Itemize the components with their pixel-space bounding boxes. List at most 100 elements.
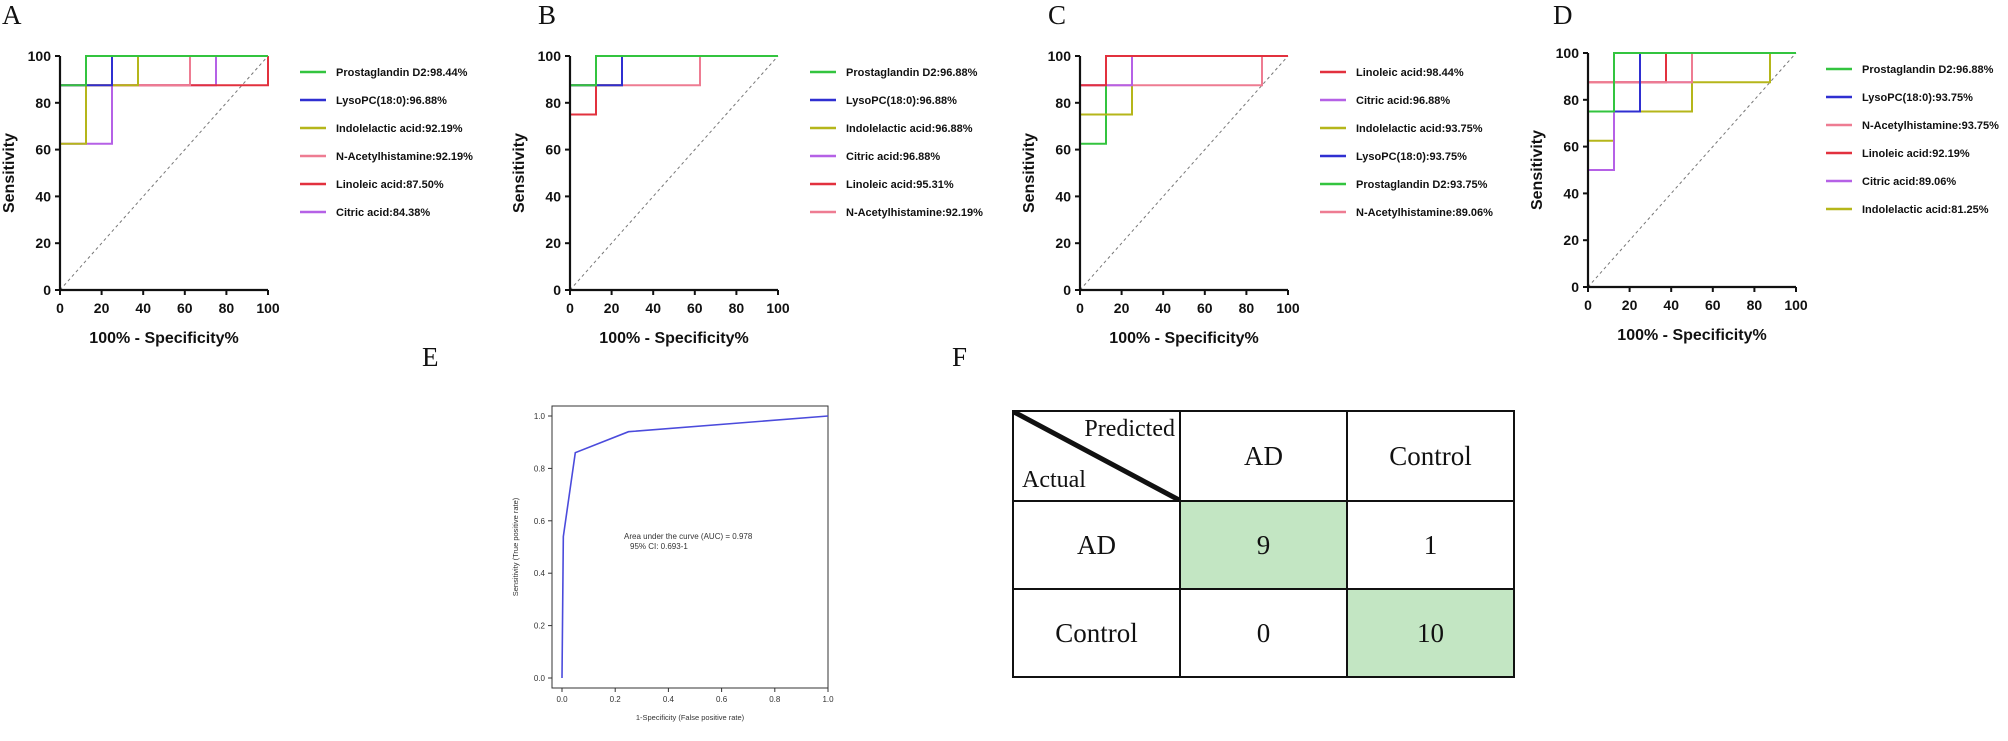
legend-entry: Prostaglandin D2:96.88% [1862,64,1994,76]
y-tick-label: 60 [545,142,561,158]
x-tick-label: 20 [1114,300,1130,316]
y-tick-label: 100 [538,48,562,64]
x-tick-label: 100 [256,300,280,316]
y-tick-label: 0 [553,282,561,298]
roc-chart-c: 00 20 20 40 40 60 60 80 80 100 100 100% - Specifici… [1021,48,1493,347]
panel-letter-b: B [538,0,557,30]
panel-letter-f: F [952,342,968,372]
x-tick-label: 20 [1622,297,1638,313]
y-tick-label: 100 [1048,48,1072,64]
y-tick-label: 80 [545,95,561,111]
x-tick-label: 0.0 [556,695,568,704]
legend-entry: LysoPC(18:0):96.88% [336,95,447,107]
roc-chart-a: 00 20 20 40 40 60 60 80 80 100 100 100% - Specifici… [1,48,473,347]
x-tick-label: 0.2 [610,695,622,704]
y-tick-label: 80 [1563,92,1579,108]
x-tick-label: 40 [1663,297,1679,313]
panel-letter-d: D [1553,0,1573,30]
corner-diagonal [1014,412,1179,500]
legend-entry: Indolelactic acid:92.19% [336,123,463,135]
legend-entry: Prostaglandin D2:93.75% [1356,179,1488,191]
col-header-ad: AD [1179,410,1348,502]
y-tick-label: 0.2 [534,622,546,631]
plot-frame [551,405,829,689]
x-tick-label: 60 [1197,300,1213,316]
x-tick-label: 40 [1155,300,1171,316]
y-tick-label: 80 [35,95,51,111]
legend-entry: Citric acid:89.06% [1862,176,1956,188]
row-header-control: Control [1012,588,1181,678]
legend-entry: Indolelactic acid:81.25% [1862,204,1989,216]
x-tick-label: 80 [1239,300,1255,316]
cell-ad-ad: 9 [1179,500,1348,590]
predicted-label: Predicted [1084,416,1175,442]
reference-diagonal [569,55,779,291]
row-header-ad: AD [1012,500,1181,590]
roc-chart-b: 00 20 20 40 40 60 60 80 80 100 100 100% - Specifici… [511,48,983,347]
x-axis-title: 1-Specificity (False positive rate) [636,713,745,722]
x-tick-label: 60 [177,300,193,316]
y-tick-label: 0.6 [534,517,546,526]
y-tick-label: 0 [1571,279,1579,295]
y-axis-title: Sensitivity [1529,130,1546,210]
y-tick-label: 60 [1563,139,1579,155]
legend-entry: N-Acetylhistamine:93.75% [1862,120,1999,132]
confusion-corner-cell: Predicted Actual [1012,410,1181,502]
x-tick-label: 0.6 [716,695,728,704]
y-tick-label: 40 [35,188,51,204]
y-tick-label: 40 [1055,188,1071,204]
reference-diagonal [1079,55,1289,291]
y-tick-label: 100 [1556,45,1580,61]
legend-entry: Prostaglandin D2:96.88% [846,67,978,79]
cell-control-control: 10 [1346,588,1515,678]
y-tick-label: 40 [545,188,561,204]
legend-entry: Linoleic acid:98.44% [1356,67,1464,79]
legend-entry: Indolelactic acid:93.75% [1356,123,1483,135]
y-tick-label: 20 [1055,235,1071,251]
x-tick-label: 0.8 [769,695,781,704]
x-tick-label: 60 [1705,297,1721,313]
legend-entry: Prostaglandin D2:98.44% [336,67,468,79]
x-axis-title: 100% - Specificity% [1617,327,1766,344]
legend-entry: LysoPC(18:0):93.75% [1356,151,1467,163]
panel-letter-e: E [422,342,439,372]
legend-entry: Linoleic acid:92.19% [1862,148,1970,160]
roc-line [561,415,829,679]
x-axis-title: 100% - Specificity% [599,330,748,347]
y-tick-label: 20 [35,235,51,251]
panel-letter-c: C [1048,0,1067,30]
x-tick-label: 100 [766,300,790,316]
confusion-matrix: Predicted Actual AD Control AD 9 1 Contr… [1012,410,1515,678]
legend-entry: Linoleic acid:95.31% [846,179,954,191]
y-tick-label: 1.0 [534,412,546,421]
legend-entry: Citric acid:96.88% [1356,95,1450,107]
col-header-control: Control [1346,410,1515,502]
cell-ad-control: 1 [1346,500,1515,590]
y-tick-label: 0 [43,282,51,298]
y-axis-title: Sensitivity [1,133,18,213]
x-tick-label: 0.4 [663,695,675,704]
x-tick-label: 0 [566,300,574,316]
ci-annotation: 95% CI: 0.693-1 [630,542,688,551]
x-tick-label: 60 [687,300,703,316]
y-tick-label: 0.4 [534,569,546,578]
legend-entry: Citric acid:84.38% [336,207,430,219]
y-tick-label: 80 [1055,95,1071,111]
x-axis-title: 100% - Specificity% [89,330,238,347]
legend-entry: N-Acetylhistamine:92.19% [846,207,983,219]
x-tick-label: 20 [604,300,620,316]
x-tick-label: 100 [1784,297,1808,313]
x-tick-label: 100 [1276,300,1300,316]
x-tick-label: 80 [729,300,745,316]
y-tick-label: 0 [1063,282,1071,298]
legend-entry: Linoleic acid:87.50% [336,179,444,191]
y-axis-title: Sensitivity [1021,133,1038,213]
x-tick-label: 80 [1747,297,1763,313]
y-tick-label: 100 [28,48,52,64]
x-tick-label: 0 [1076,300,1084,316]
legend-entry: LysoPC(18:0):96.88% [846,95,957,107]
legend-entry: LysoPC(18:0):93.75% [1862,92,1973,104]
y-axis-title: Sensitivity (True positive rate) [511,497,520,596]
y-tick-label: 0.8 [534,464,546,473]
roc-chart-d: 00 20 20 40 40 60 60 80 80 100 100 100% - Specifici… [1529,45,1999,344]
